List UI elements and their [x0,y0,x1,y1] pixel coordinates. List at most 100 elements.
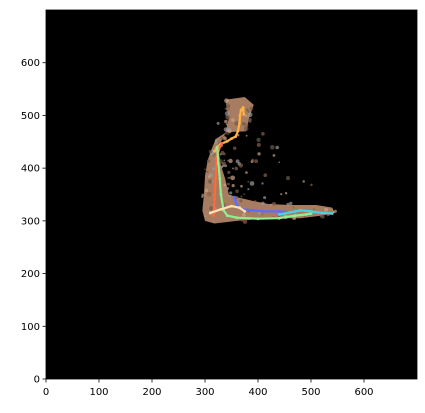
series-line-2 [216,146,313,220]
map-texture-dot [292,206,295,209]
map-texture-dot [204,188,209,193]
map-texture-dot [261,201,265,206]
map-texture-dot [272,154,276,157]
series-point [212,214,215,217]
map-texture-dot [224,111,230,116]
map-texture-dot [225,132,228,135]
map-texture-dot [247,188,250,191]
series-point [230,204,233,208]
map-texture-dot [227,129,232,134]
map-texture-dot [284,192,288,195]
x-tick-label: 0 [43,387,49,398]
series-point [235,203,239,207]
map-texture-dot [232,146,237,150]
map-texture-dot [212,220,215,223]
x-tick-label: 100 [89,387,108,398]
series-point [304,213,308,216]
map-texture-dot [245,134,248,137]
series-point [216,161,220,165]
map-texture-dot [310,183,313,187]
series-point [243,209,247,213]
map-texture-dot [211,167,216,171]
map-texture-dot [228,176,231,179]
map-texture-dot [247,112,253,118]
map-texture-dot [243,126,249,131]
map-texture-dot [235,159,240,164]
series-point [261,209,265,213]
series-point [213,149,216,153]
map-texture-dot [261,213,264,216]
map-texture-dot [225,106,230,111]
map-texture-dot [227,182,230,186]
map-texture-dot [221,161,224,165]
series-point [230,137,233,141]
map-texture-dot [270,203,273,206]
y-tick-label: 200 [21,269,40,280]
map-texture-dot [263,173,268,178]
y-tick-label: 300 [21,216,40,227]
series-point [214,177,218,181]
series-point [215,145,219,149]
y-tick-label: 100 [21,322,40,333]
y-axis: 0 100 200 300 400 500 600 [21,58,46,386]
map-texture-dot [230,175,236,181]
map-texture-dot [204,215,207,218]
trajectory-series [208,106,334,221]
map-texture-dot [201,195,204,198]
map-texture-dot [289,201,293,206]
map-texture-dot [271,201,276,207]
map-texture-dot [247,180,250,183]
map-texture-dot [201,193,205,197]
map-texture-dot [254,200,257,203]
series-point [220,141,224,145]
map-texture-dot [225,114,231,120]
y-tick-label: 0 [34,375,40,386]
series-point [238,206,241,210]
map-texture-dot [207,179,213,184]
series-point [236,129,240,133]
series-point [251,208,255,212]
map-texture-dot [312,208,315,211]
map-texture-dot [261,182,264,185]
map-texture-dot [245,108,249,112]
map-texture-dot [206,170,209,173]
map-texture-dot [247,110,250,113]
map-texture-dot [240,184,243,188]
series-point [293,209,297,213]
map-region [201,96,337,224]
map-texture-dot [222,136,227,141]
map-texture-dot [239,199,243,203]
y-tick-label: 400 [21,164,40,175]
x-tick-label: 300 [195,387,214,398]
map-texture-dot [223,152,226,156]
map-texture-dot [254,159,259,164]
x-tick-label: 400 [248,387,267,398]
series-point [234,135,238,138]
map-texture-dot [227,133,229,136]
series-point [219,193,223,196]
map-texture-dot [224,98,229,104]
x-tick-label: 200 [142,387,161,398]
x-axis: 0 100 200 300 400 500 600 [43,379,374,398]
map-texture-dot [242,213,246,217]
series-point [293,214,297,217]
series-point [242,112,246,116]
series-point [239,108,243,112]
map-texture-dot [230,118,235,122]
series-point [309,209,313,213]
map-texture-dot [333,209,337,213]
map-texture-dot [224,119,228,124]
map-texture-dot [235,189,239,194]
map-texture-dot [234,121,239,126]
map-texture-dot [256,137,261,142]
map-texture-dot [234,166,239,171]
series-point [208,211,212,215]
map-texture-dot [214,139,218,143]
map-texture-dot [302,180,305,183]
map-texture-dot [240,195,243,198]
map-texture-dot [204,168,206,170]
map-texture-dot [257,211,261,215]
series-point [330,212,334,215]
map-texture-dot [278,161,281,164]
